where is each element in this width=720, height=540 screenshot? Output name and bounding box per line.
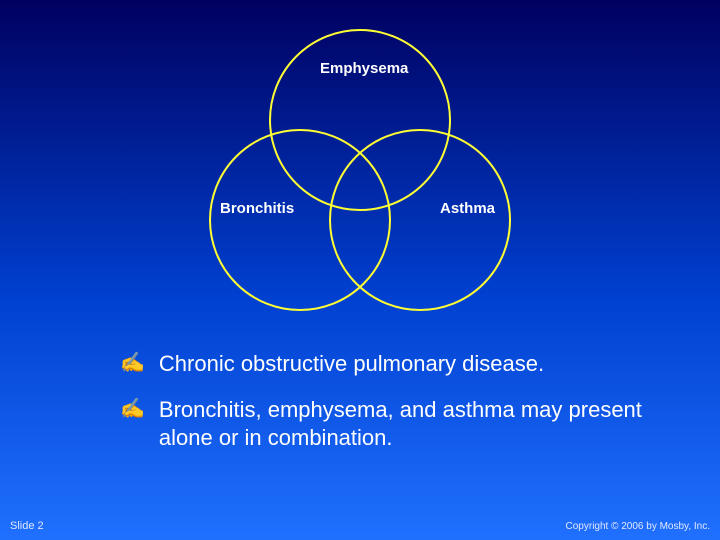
slide-number: Slide 2 xyxy=(10,520,44,532)
venn-circle-right xyxy=(330,130,510,310)
venn-label-left: Bronchitis xyxy=(220,200,294,217)
venn-label-right: Asthma xyxy=(440,200,495,217)
bullet-icon: ✍ xyxy=(120,350,145,376)
bullet-list: ✍ Chronic obstructive pulmonary disease.… xyxy=(120,350,680,470)
bullet-text: Bronchitis, emphysema, and asthma may pr… xyxy=(159,396,680,452)
slide: Emphysema Bronchitis Asthma ✍ Chronic ob… xyxy=(0,0,720,540)
bullet-text: Chronic obstructive pulmonary disease. xyxy=(159,350,544,378)
list-item: ✍ Chronic obstructive pulmonary disease. xyxy=(120,350,680,378)
venn-circle-left xyxy=(210,130,390,310)
venn-label-top: Emphysema xyxy=(320,60,408,77)
copyright-text: Copyright © 2006 by Mosby, Inc. xyxy=(566,521,710,532)
venn-circle-top xyxy=(270,30,450,210)
list-item: ✍ Bronchitis, emphysema, and asthma may … xyxy=(120,396,680,452)
bullet-icon: ✍ xyxy=(120,396,145,422)
